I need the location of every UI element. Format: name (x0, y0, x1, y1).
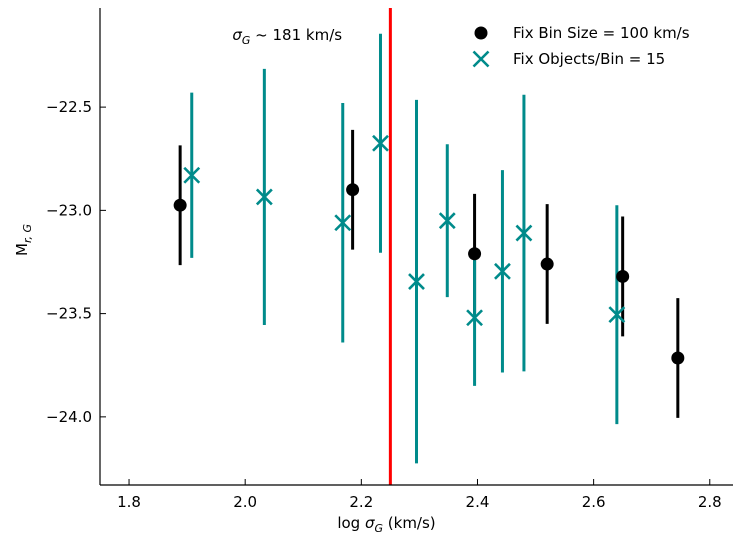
series-0-point-4 (616, 269, 630, 283)
y-tick-label-1: −23.0 (46, 201, 92, 219)
y-tick-label-2: −23.5 (46, 305, 92, 323)
threshold-annotation: σG ~ 181 km/s (232, 26, 342, 47)
series-1-point-2 (334, 214, 352, 232)
y-tick-label-0: −22.5 (46, 98, 92, 116)
x-tick-label-4: 2.6 (582, 493, 606, 511)
legend: Fix Bin Size = 100 km/s Fix Objects/Bin =… (472, 24, 690, 68)
y-tick-label-3: −24.0 (46, 408, 92, 426)
series-0-point-1 (346, 183, 360, 197)
x-tick-label-5: 2.8 (698, 493, 722, 511)
series-0-point-5 (671, 351, 685, 365)
series-1-point-0 (183, 166, 201, 184)
plot-marks (173, 8, 685, 485)
series-0-point-3 (540, 257, 554, 271)
series-1-point-9 (608, 306, 626, 324)
legend-marker-1 (472, 50, 490, 68)
series-1-point-3 (372, 134, 389, 152)
series-1-point-1 (255, 188, 273, 206)
series-1-point-6 (466, 309, 483, 327)
series-0-point-0 (173, 198, 187, 212)
series-1-point-4 (408, 273, 425, 291)
legend-label-1: Fix Objects/Bin = 15 (513, 50, 665, 68)
x-tick-label-2: 2.2 (349, 493, 373, 511)
axes: 1.8 2.0 2.2 2.4 2.6 2.8 −22.5 −23.0 −23.5 −24.0 (46, 8, 733, 511)
series-1-point-8 (515, 224, 533, 242)
legend-label-0: Fix Bin Size = 100 km/s (513, 24, 690, 42)
series-0-point-2 (468, 247, 482, 261)
labels: log σG (km/s) Mr, G σG ~ 181 km/s (13, 26, 436, 535)
x-axis-label: log σG (km/s) (337, 514, 435, 535)
x-tick-label-1: 2.0 (233, 493, 257, 511)
x-tick-label-0: 1.8 (117, 493, 141, 511)
y-axis-label: Mr, G (13, 224, 34, 256)
legend-marker-0 (474, 26, 488, 40)
series-1-point-7 (494, 262, 511, 280)
x-tick-label-3: 2.4 (466, 493, 490, 511)
series-1-point-5 (438, 212, 456, 230)
